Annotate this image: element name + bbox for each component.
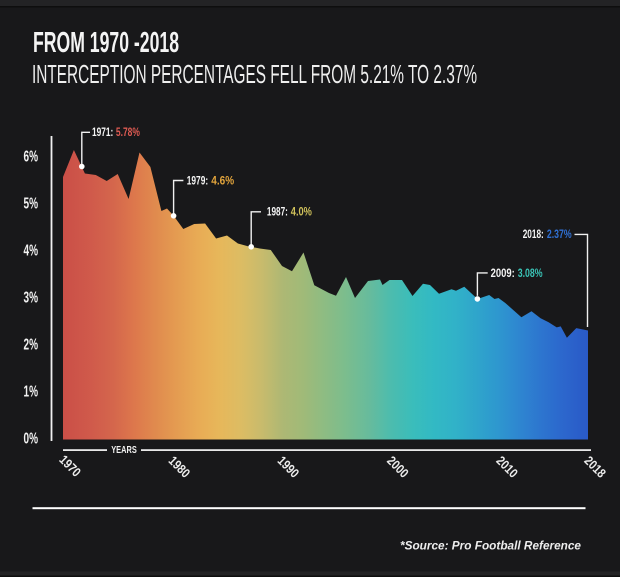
svg-text:5%: 5% [24, 196, 39, 213]
svg-text:2%: 2% [24, 337, 39, 354]
svg-text:YEARS: YEARS [111, 445, 137, 456]
svg-text:1987:: 1987: [267, 207, 288, 219]
svg-text:3%: 3% [24, 290, 39, 307]
svg-text:1979:: 1979: [187, 175, 208, 187]
svg-text:FROM 1970 -2018: FROM 1970 -2018 [33, 27, 179, 59]
svg-text:2.37%: 2.37% [547, 229, 572, 241]
svg-text:5.78%: 5.78% [116, 127, 140, 139]
svg-text:*Source: Pro Football Referenc: *Source: Pro Football Reference [400, 539, 581, 553]
svg-text:4%: 4% [24, 243, 39, 260]
svg-text:4.6%: 4.6% [211, 175, 234, 187]
svg-text:INTERCEPTION PERCENTAGES FELL: INTERCEPTION PERCENTAGES FELL FROM 5.21%… [32, 59, 477, 89]
svg-text:6%: 6% [24, 149, 39, 166]
svg-text:3.08%: 3.08% [518, 268, 543, 280]
svg-text:1%: 1% [24, 384, 39, 401]
svg-text:0%: 0% [24, 431, 39, 448]
svg-text:2009:: 2009: [491, 268, 515, 280]
svg-text:2018:: 2018: [523, 229, 544, 241]
svg-text:1971:: 1971: [92, 127, 113, 139]
svg-text:4.0%: 4.0% [291, 207, 312, 219]
